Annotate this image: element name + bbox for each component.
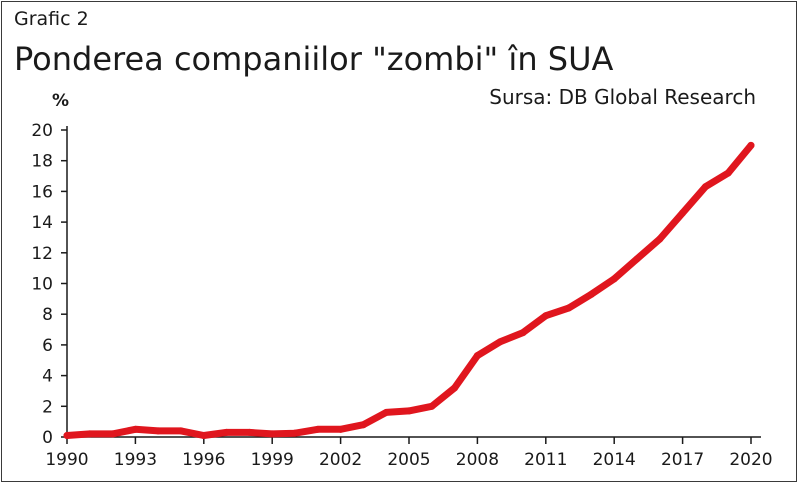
data-point (679, 209, 687, 217)
chart-label: Grafic 2 (14, 8, 89, 30)
data-point (656, 235, 664, 243)
x-tick-label: 1990 (45, 450, 88, 470)
data-point (245, 428, 253, 436)
y-axis: 0 2 4 6 8 10 12 14 16 18 20 (31, 121, 68, 448)
x-tick-label: 1996 (182, 450, 225, 470)
data-point (382, 408, 390, 416)
data-point (542, 312, 550, 320)
y-tick-label: 14 (31, 213, 53, 233)
x-tick-label: 2005 (387, 450, 430, 470)
y-axis-unit: % (52, 91, 69, 111)
data-point (747, 141, 755, 149)
data-point (154, 427, 162, 435)
data-point (496, 338, 504, 346)
data-point (633, 255, 641, 263)
data-point (587, 290, 595, 298)
data-point (337, 425, 345, 433)
x-tick-label: 2011 (524, 450, 567, 470)
chart-source: Sursa: DB Global Research (489, 85, 756, 109)
y-tick-label: 0 (42, 428, 53, 448)
y-tick-label: 16 (31, 182, 53, 202)
x-tick-label: 1993 (114, 450, 157, 470)
data-point (268, 430, 276, 438)
data-point (314, 425, 322, 433)
data-point (701, 183, 709, 191)
data-point (565, 304, 573, 312)
data-point (610, 275, 618, 283)
y-tick-label: 2 (42, 397, 53, 417)
series-layer (63, 141, 755, 439)
data-point (63, 431, 71, 439)
data-point (405, 407, 413, 415)
series-line (63, 141, 755, 439)
data-point (86, 430, 94, 438)
y-tick-label: 12 (31, 244, 53, 264)
y-tick-label: 20 (31, 121, 53, 141)
data-point (359, 421, 367, 429)
x-axis: 1990 1993 1996 1999 2002 2005 2008 2011 2014 2017… (45, 436, 773, 470)
x-tick-label: 2017 (661, 450, 704, 470)
x-tick-label: 2014 (593, 450, 636, 470)
data-point (428, 402, 436, 410)
x-tick-label: 1999 (251, 450, 294, 470)
x-tick-label: 2020 (729, 450, 772, 470)
data-point (473, 352, 481, 360)
data-point (291, 429, 299, 437)
x-tick-label: 2002 (319, 450, 362, 470)
data-point (131, 425, 139, 433)
y-tick-label: 4 (42, 367, 53, 387)
data-point (724, 169, 732, 177)
data-point (200, 431, 208, 439)
x-tick-label: 2008 (456, 450, 499, 470)
y-tick-label: 10 (31, 275, 53, 295)
y-tick-label: 8 (42, 305, 53, 325)
data-point (223, 428, 231, 436)
data-point (177, 427, 185, 435)
data-point (451, 384, 459, 392)
chart-title: Ponderea companiilor "zombi" în SUA (14, 40, 614, 78)
y-tick-label: 18 (31, 152, 53, 172)
data-point (109, 430, 117, 438)
data-point (519, 329, 527, 337)
y-tick-label: 6 (42, 336, 53, 356)
